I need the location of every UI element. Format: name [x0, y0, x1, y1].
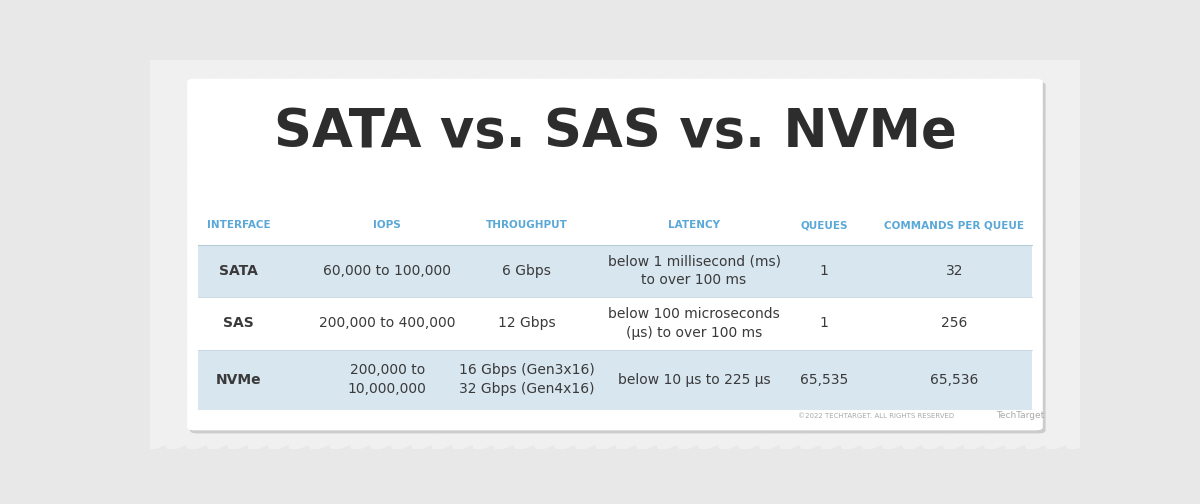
Text: SAS: SAS [223, 317, 253, 331]
Text: THROUGHPUT: THROUGHPUT [486, 220, 568, 230]
Text: below 1 millisecond (ms)
to over 100 ms: below 1 millisecond (ms) to over 100 ms [607, 255, 780, 287]
Text: NVMe: NVMe [216, 372, 262, 387]
Text: 1: 1 [820, 317, 829, 331]
Text: IOPS: IOPS [373, 220, 401, 230]
Text: LATENCY: LATENCY [668, 220, 720, 230]
Text: 256: 256 [941, 317, 967, 331]
Text: 200,000 to 400,000: 200,000 to 400,000 [319, 317, 456, 331]
FancyBboxPatch shape [187, 79, 1043, 430]
FancyBboxPatch shape [190, 82, 1045, 433]
Text: 65,536: 65,536 [930, 372, 979, 387]
Text: 16 Gbps (Gen3x16)
32 Gbps (Gen4x16): 16 Gbps (Gen3x16) 32 Gbps (Gen4x16) [458, 363, 594, 396]
Text: 6 Gbps: 6 Gbps [503, 264, 551, 278]
Text: COMMANDS PER QUEUE: COMMANDS PER QUEUE [884, 220, 1025, 230]
Text: below 10 μs to 225 μs: below 10 μs to 225 μs [618, 372, 770, 387]
Text: SATA vs. SAS vs. NVMe: SATA vs. SAS vs. NVMe [274, 106, 956, 158]
Text: below 100 microseconds
(μs) to over 100 ms: below 100 microseconds (μs) to over 100 … [608, 307, 780, 340]
Text: QUEUES: QUEUES [800, 220, 848, 230]
Bar [198, 245, 1032, 297]
Text: ©2022 TECHTARGET. ALL RIGHTS RESERVED: ©2022 TECHTARGET. ALL RIGHTS RESERVED [798, 413, 954, 419]
Text: INTERFACE: INTERFACE [206, 220, 270, 230]
Text: 32: 32 [946, 264, 964, 278]
Text: 60,000 to 100,000: 60,000 to 100,000 [323, 264, 451, 278]
Text: 65,535: 65,535 [800, 372, 848, 387]
Text: 200,000 to
10,000,000: 200,000 to 10,000,000 [348, 363, 426, 396]
Text: 1: 1 [820, 264, 829, 278]
Bar [198, 350, 1032, 410]
Text: SATA: SATA [218, 264, 258, 278]
Text: 12 Gbps: 12 Gbps [498, 317, 556, 331]
Text: TechTarget: TechTarget [996, 411, 1044, 420]
